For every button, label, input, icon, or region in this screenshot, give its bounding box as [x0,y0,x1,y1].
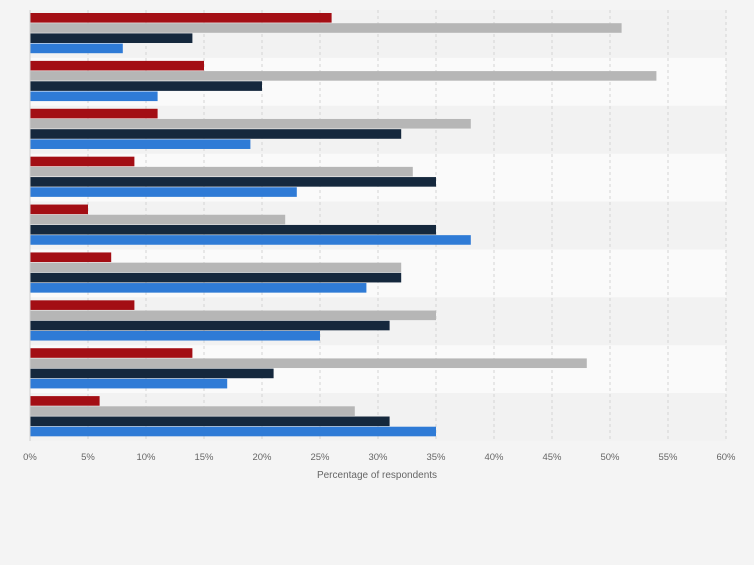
x-tick-labels: 0% 5% 10% 15% 20% 25% 30% 35% 40% 45% 50% 55% 60% [23,452,736,463]
x-tick-label: 40% [484,452,504,463]
x-tick-label: 25% [310,452,330,463]
bar[interactable] [30,406,355,416]
bar[interactable] [30,358,587,369]
bar[interactable] [30,60,204,71]
x-tick-label: 35% [426,452,446,463]
bar[interactable] [30,108,158,119]
bar[interactable] [30,235,471,245]
x-tick-label: 20% [252,452,272,463]
bar[interactable] [30,396,100,406]
bar[interactable] [30,330,320,341]
bar[interactable] [30,348,193,358]
bar[interactable] [30,283,367,293]
x-tick-label: 15% [194,452,214,463]
bar[interactable] [30,204,88,215]
x-tick-label: 30% [368,452,388,463]
bar[interactable] [30,139,251,149]
bar[interactable] [30,272,402,283]
bar[interactable] [30,177,436,187]
bar[interactable] [30,187,297,197]
bar[interactable] [30,320,390,331]
bar[interactable] [30,310,436,321]
x-tick-label: 0% [23,452,37,463]
bar[interactable] [30,129,402,139]
bar[interactable] [30,252,112,263]
x-axis-label: Percentage of respondents [317,470,437,481]
bar[interactable] [30,416,390,427]
x-tick-label: 10% [136,452,156,463]
bar[interactable] [30,368,274,379]
bar[interactable] [30,118,471,129]
x-tick-label: 55% [658,452,678,463]
bar[interactable] [30,13,332,23]
bar[interactable] [30,156,135,167]
bar[interactable] [30,378,228,389]
bar[interactable] [30,300,135,310]
bars [30,13,657,437]
x-tick-label: 60% [716,452,736,463]
bar[interactable] [30,91,158,102]
x-tick-label: 45% [542,452,562,463]
bar[interactable] [30,71,657,81]
bar[interactable] [30,23,622,33]
x-tick-label: 50% [600,452,620,463]
bar[interactable] [30,81,262,91]
bar[interactable] [30,214,286,225]
x-tick-label: 5% [81,452,95,463]
bar[interactable] [30,262,402,273]
bar[interactable] [30,166,413,177]
bar[interactable] [30,426,436,437]
bar[interactable] [30,33,193,43]
bar[interactable] [30,43,123,54]
bar[interactable] [30,224,436,235]
